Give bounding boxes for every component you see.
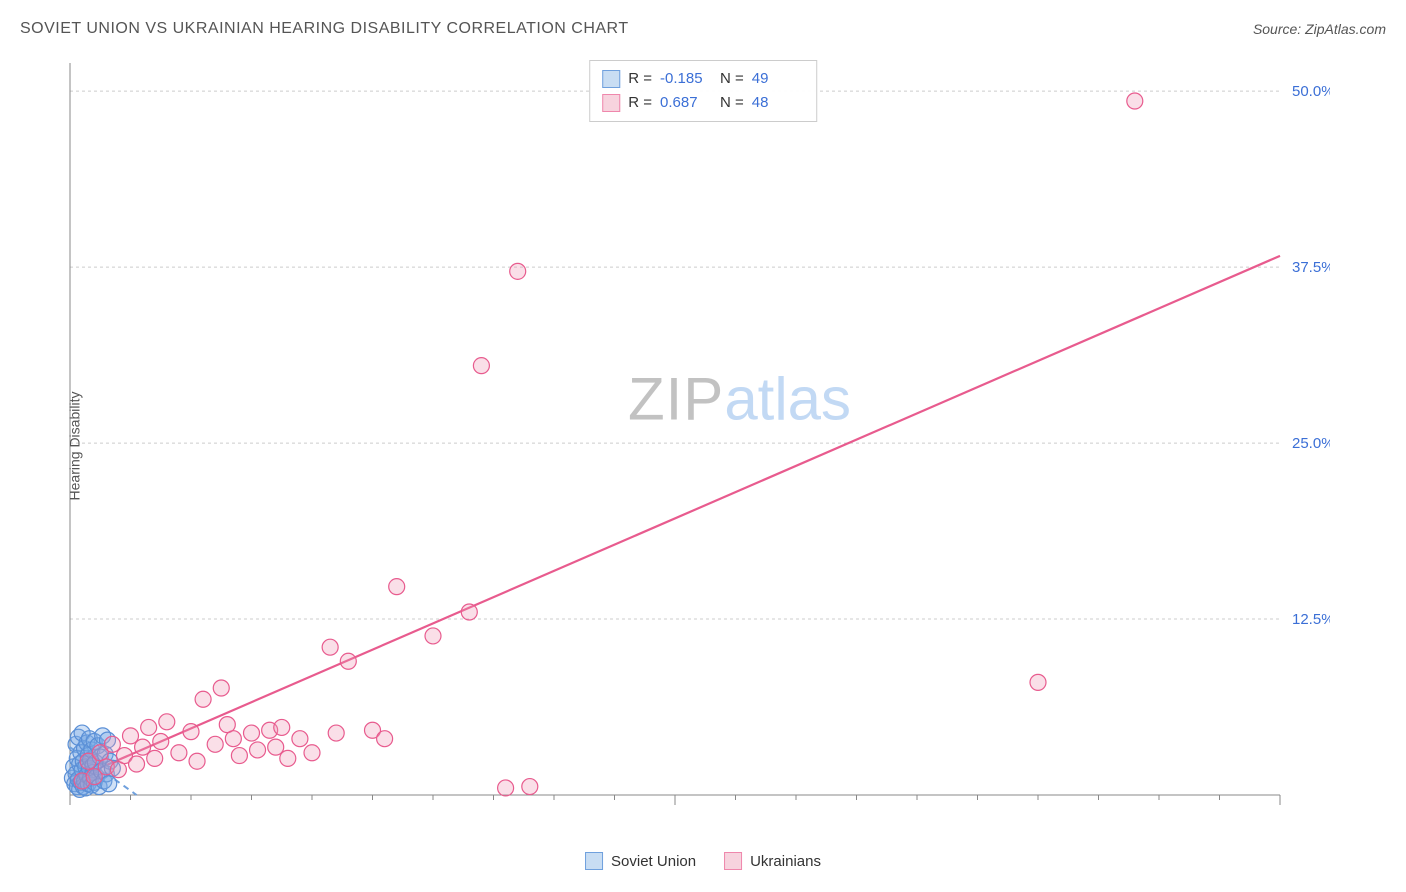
svg-text:37.5%: 37.5% xyxy=(1292,259,1330,276)
legend-label: Soviet Union xyxy=(611,853,696,870)
legend-swatch xyxy=(724,852,742,870)
svg-text:12.5%: 12.5% xyxy=(1292,611,1330,628)
scatter-chart: 12.5% 25.0% 37.5% 50.0% 0.0% 100.0% xyxy=(50,55,1330,815)
stats-row: R =0.687N =48 xyxy=(602,91,804,115)
bottom-legend: Soviet Union Ukrainians xyxy=(585,852,821,870)
chart-area: Hearing Disability 12.5% 25.0% 37.5% 50.0% 0… xyxy=(50,55,1376,837)
legend-item: Soviet Union xyxy=(585,852,696,870)
n-value: 49 xyxy=(752,67,804,91)
chart-title: SOVIET UNION VS UKRAINIAN HEARING DISABI… xyxy=(20,20,629,38)
r-value: -0.185 xyxy=(660,67,712,91)
source-attribution: Source: ZipAtlas.com xyxy=(1253,21,1386,37)
stats-row: R =-0.185N =49 xyxy=(602,67,804,91)
svg-text:100.0%: 100.0% xyxy=(1247,812,1298,815)
source-link[interactable]: ZipAtlas.com xyxy=(1305,21,1386,37)
chart-header: SOVIET UNION VS UKRAINIAN HEARING DISABI… xyxy=(20,20,1386,38)
legend-item: Ukrainians xyxy=(724,852,821,870)
legend-swatch xyxy=(585,852,603,870)
svg-text:0.0%: 0.0% xyxy=(66,812,100,815)
legend-label: Ukrainians xyxy=(750,853,821,870)
n-value: 48 xyxy=(752,91,804,115)
svg-text:25.0%: 25.0% xyxy=(1292,435,1330,452)
legend-swatch xyxy=(602,70,620,88)
y-axis-label: Hearing Disability xyxy=(66,392,82,501)
legend-swatch xyxy=(602,94,620,112)
svg-text:50.0%: 50.0% xyxy=(1292,83,1330,100)
r-value: 0.687 xyxy=(660,91,712,115)
correlation-stats-box: R =-0.185N =49R =0.687N =48 xyxy=(589,60,817,122)
